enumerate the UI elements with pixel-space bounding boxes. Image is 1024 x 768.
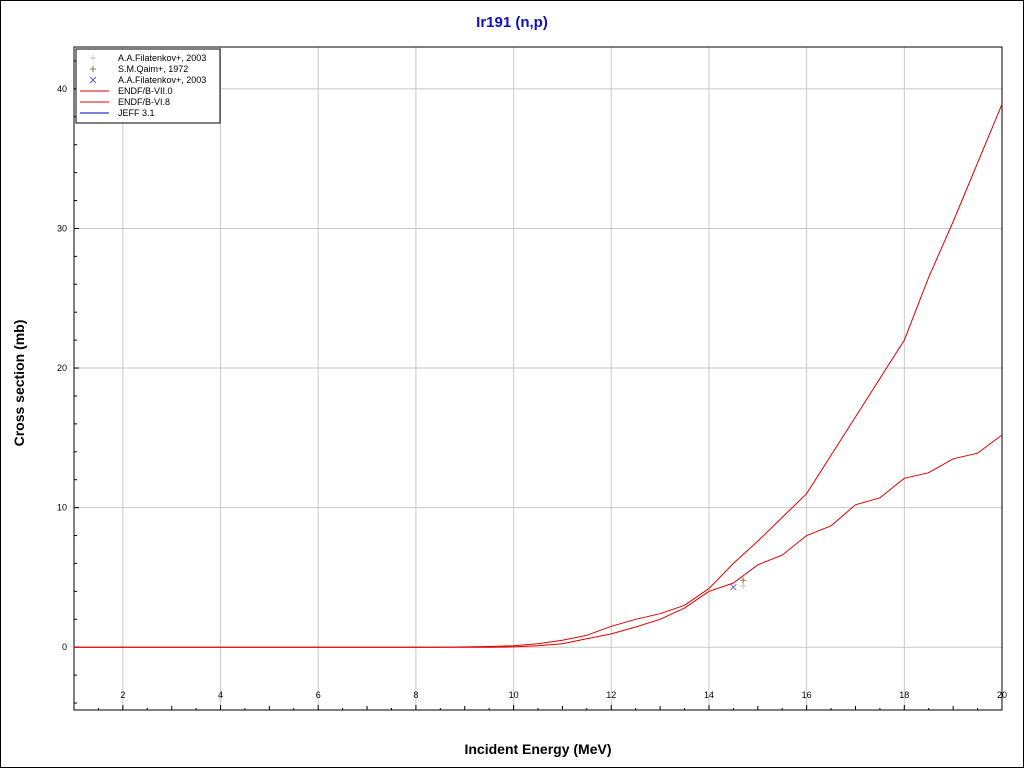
y-tick-label: 40	[57, 84, 67, 94]
legend-label: ENDF/B-VII.0	[118, 86, 173, 96]
x-tick-label: 6	[316, 690, 321, 700]
y-tick-label: 20	[57, 363, 67, 373]
x-tick-label: 16	[802, 690, 812, 700]
x-tick-label: 4	[218, 690, 223, 700]
legend-marker-plus	[90, 55, 96, 61]
legend-label: ENDF/B-VI.8	[118, 97, 170, 107]
x-axis-label: Incident Energy (MeV)	[464, 741, 612, 757]
x-tick-label: 20	[997, 690, 1007, 700]
y-tick-label: 10	[57, 503, 67, 513]
legend-label: A.A.Filatenkov+, 2003	[118, 53, 206, 63]
series-line-3	[74, 104, 1003, 648]
series-line-4	[74, 434, 1003, 648]
data-point-cross	[730, 583, 737, 591]
legend-marker-cross	[89, 76, 97, 84]
plot-border	[73, 46, 1003, 711]
legend-box	[75, 48, 221, 124]
y-tick-label: 30	[57, 223, 67, 233]
x-tick-label: 8	[413, 690, 418, 700]
x-tick-label: 12	[606, 690, 616, 700]
legend-label: JEFF 3.1	[118, 108, 155, 118]
x-tick-label: 2	[120, 690, 125, 700]
data-point-plus	[740, 582, 747, 589]
legend-label: A.A.Filatenkov+, 2003	[118, 75, 206, 85]
data-point-plus	[740, 577, 747, 584]
y-tick-label: 0	[62, 642, 67, 652]
x-tick-label: 18	[899, 690, 909, 700]
x-tick-label: 14	[704, 690, 714, 700]
legend-label: S.M.Qaim+, 1972	[118, 64, 188, 74]
legend-marker-plus	[90, 66, 96, 72]
x-tick-label: 10	[509, 690, 519, 700]
chart-title: Ir191 (n,p)	[476, 14, 548, 31]
